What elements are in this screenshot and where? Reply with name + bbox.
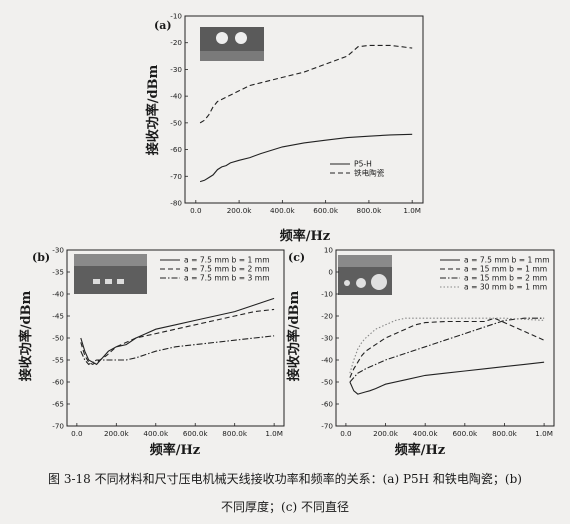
panel-a-series-2-line: [199, 44, 413, 124]
panel-c-series-3-line: [349, 317, 545, 383]
panel-b-x-tick-label: 800.0k: [222, 429, 248, 438]
panel-a-y-tick-label: -30: [170, 65, 182, 74]
panel-b-legend-label: a = 7.5 mm b = 1 mm: [184, 256, 270, 265]
panel-a-x-axis-title: 频率/Hz: [280, 228, 330, 244]
panel-c-y-tick-label: -20: [321, 312, 333, 321]
panel-b-x-axis-title: 频率/Hz: [150, 442, 200, 458]
panel-a-legend-label: P5-H: [354, 160, 372, 169]
panel-b-y-tick-label: -55: [52, 356, 64, 365]
panel-a-y-axis-title: 接收功率/dBm: [145, 64, 161, 155]
panel-c-y-tick-label: -40: [321, 356, 333, 365]
panel-a-x-tick-label: 0.0: [190, 206, 202, 215]
panel-a-y-tick-label: -70: [170, 172, 182, 181]
panel-a-y-tick-label: -40: [170, 92, 182, 101]
panel-c-legend-label: a = 30 mm b = 1 mm: [464, 283, 547, 292]
panel-b-plot-area: 0.0 200.0k 400.0k 600.0k 800.0k 1.0M -70 -65 -60…: [52, 246, 285, 438]
panel-c-series-2-line: [349, 317, 545, 378]
panel-c-chart: (c) 0.0 200.0k 400.0k 600.0k 800.0k 1.0M -70 -6…: [286, 246, 555, 458]
panel-c-x-tick-label: 800.0k: [492, 429, 518, 438]
panel-c-legend-label: a = 15 mm b = 2 mm: [464, 274, 547, 283]
panel-a-legend-label: 铁电陶瓷: [354, 168, 385, 178]
panel-c-x-axis-title: 频率/Hz: [395, 442, 445, 458]
panel-b-chart: (b) 0.0 200.0k 400.0k 600.0k 800.0k 1.0M -70 -6…: [18, 246, 285, 458]
panel-a-x-tick-label: 200.0k: [227, 206, 253, 215]
panel-b-y-tick-label: -30: [52, 246, 64, 255]
panel-c-y-tick-label: -50: [321, 378, 333, 387]
panel-a-inset-photo: [200, 27, 264, 61]
panel-b-x-tick-label: 1.0M: [265, 429, 283, 438]
panel-b-y-tick-label: -50: [52, 334, 64, 343]
panel-a-x-tick-label: 1.0M: [403, 206, 421, 215]
panel-c-plot-area: 0.0 200.0k 400.0k 600.0k 800.0k 1.0M -70 -60 -50…: [321, 246, 555, 438]
panel-a-y-tick-label: -60: [170, 145, 182, 154]
panel-a-plot-area: 0.0 200.0k 400.0k 600.0k 800.0k 1.0M -80 -70 -60…: [170, 12, 424, 215]
panel-b-y-tick-label: -35: [52, 268, 64, 277]
panel-c-label: (c): [288, 251, 305, 264]
panel-b-series-1-line: [80, 297, 275, 366]
panel-a-series-1-line: [199, 133, 413, 183]
panel-b-y-tick-label: -60: [52, 378, 64, 387]
panel-b-label: (b): [32, 251, 50, 264]
panel-a-chart: (a) 0.0 200.0k 400.0k 600.0k 800.0k 1.0M -80 -7…: [145, 12, 424, 244]
panel-a-y-tick-label: -10: [170, 12, 182, 21]
panel-c-inset-photo: [338, 255, 392, 295]
panel-b-y-axis-title: 接收功率/dBm: [18, 290, 34, 381]
panel-c-y-tick-label: -60: [321, 400, 333, 409]
panel-c-y-tick-label: 10: [324, 246, 334, 255]
panel-b-y-tick-label: -40: [52, 290, 64, 299]
panel-c-x-tick-label: 600.0k: [452, 429, 478, 438]
panel-b-legend-label: a = 7.5 mm b = 2 mm: [184, 265, 270, 274]
panel-a-label: (a): [154, 19, 172, 32]
panel-b-x-tick-label: 0.0: [71, 429, 83, 438]
panel-c-legend-label: a = 7.5 mm b = 1 mm: [464, 256, 550, 265]
panel-b-x-tick-label: 400.0k: [143, 429, 169, 438]
panel-b-y-tick-label: -65: [52, 400, 64, 409]
panel-a-x-tick-label: 800.0k: [357, 206, 383, 215]
panel-c-series-4-line: [349, 317, 545, 374]
figure-caption-line-1: 图 3-18 不同材料和尺寸压电机械天线接收功率和频率的关系：(a) P5H 和…: [48, 472, 522, 486]
panel-b-x-tick-label: 200.0k: [104, 429, 130, 438]
panel-c-x-tick-label: 1.0M: [535, 429, 553, 438]
panel-c-y-axis-title: 接收功率/dBm: [286, 290, 302, 381]
panel-c-y-tick-label: 0: [328, 268, 333, 277]
panel-b-y-tick-label: -45: [52, 312, 64, 321]
panel-c-y-tick-label: -10: [321, 290, 333, 299]
panel-b-series-2-line: [80, 308, 275, 366]
panel-c-x-tick-label: 0.0: [340, 429, 352, 438]
panel-c-legend-label: a = 15 mm b = 1 mm: [464, 265, 547, 274]
panel-c-y-tick-label: -30: [321, 334, 333, 343]
panel-c-x-tick-label: 200.0k: [373, 429, 399, 438]
panel-b-inset-photo: [74, 254, 147, 294]
panel-a-x-tick-label: 600.0k: [313, 206, 339, 215]
panel-b-y-tick-label: -70: [52, 422, 64, 431]
panel-c-x-tick-label: 400.0k: [413, 429, 439, 438]
panel-a-x-tick-label: 400.0k: [270, 206, 296, 215]
panel-c-y-tick-label: -70: [321, 422, 333, 431]
panel-b-legend-label: a = 7.5 mm b = 3 mm: [184, 274, 270, 283]
panel-a-y-tick-label: -80: [170, 199, 182, 208]
panel-a-y-tick-label: -20: [170, 38, 182, 47]
panel-b-series-3-line: [80, 335, 275, 366]
figure-caption-line-2: 不同厚度；(c) 不同直径: [221, 500, 349, 514]
panel-c-series-1-line: [349, 361, 545, 395]
panel-b-x-tick-label: 600.0k: [183, 429, 209, 438]
panel-a-axes-frame: [184, 15, 424, 204]
panel-a-y-tick-label: -50: [170, 118, 182, 127]
